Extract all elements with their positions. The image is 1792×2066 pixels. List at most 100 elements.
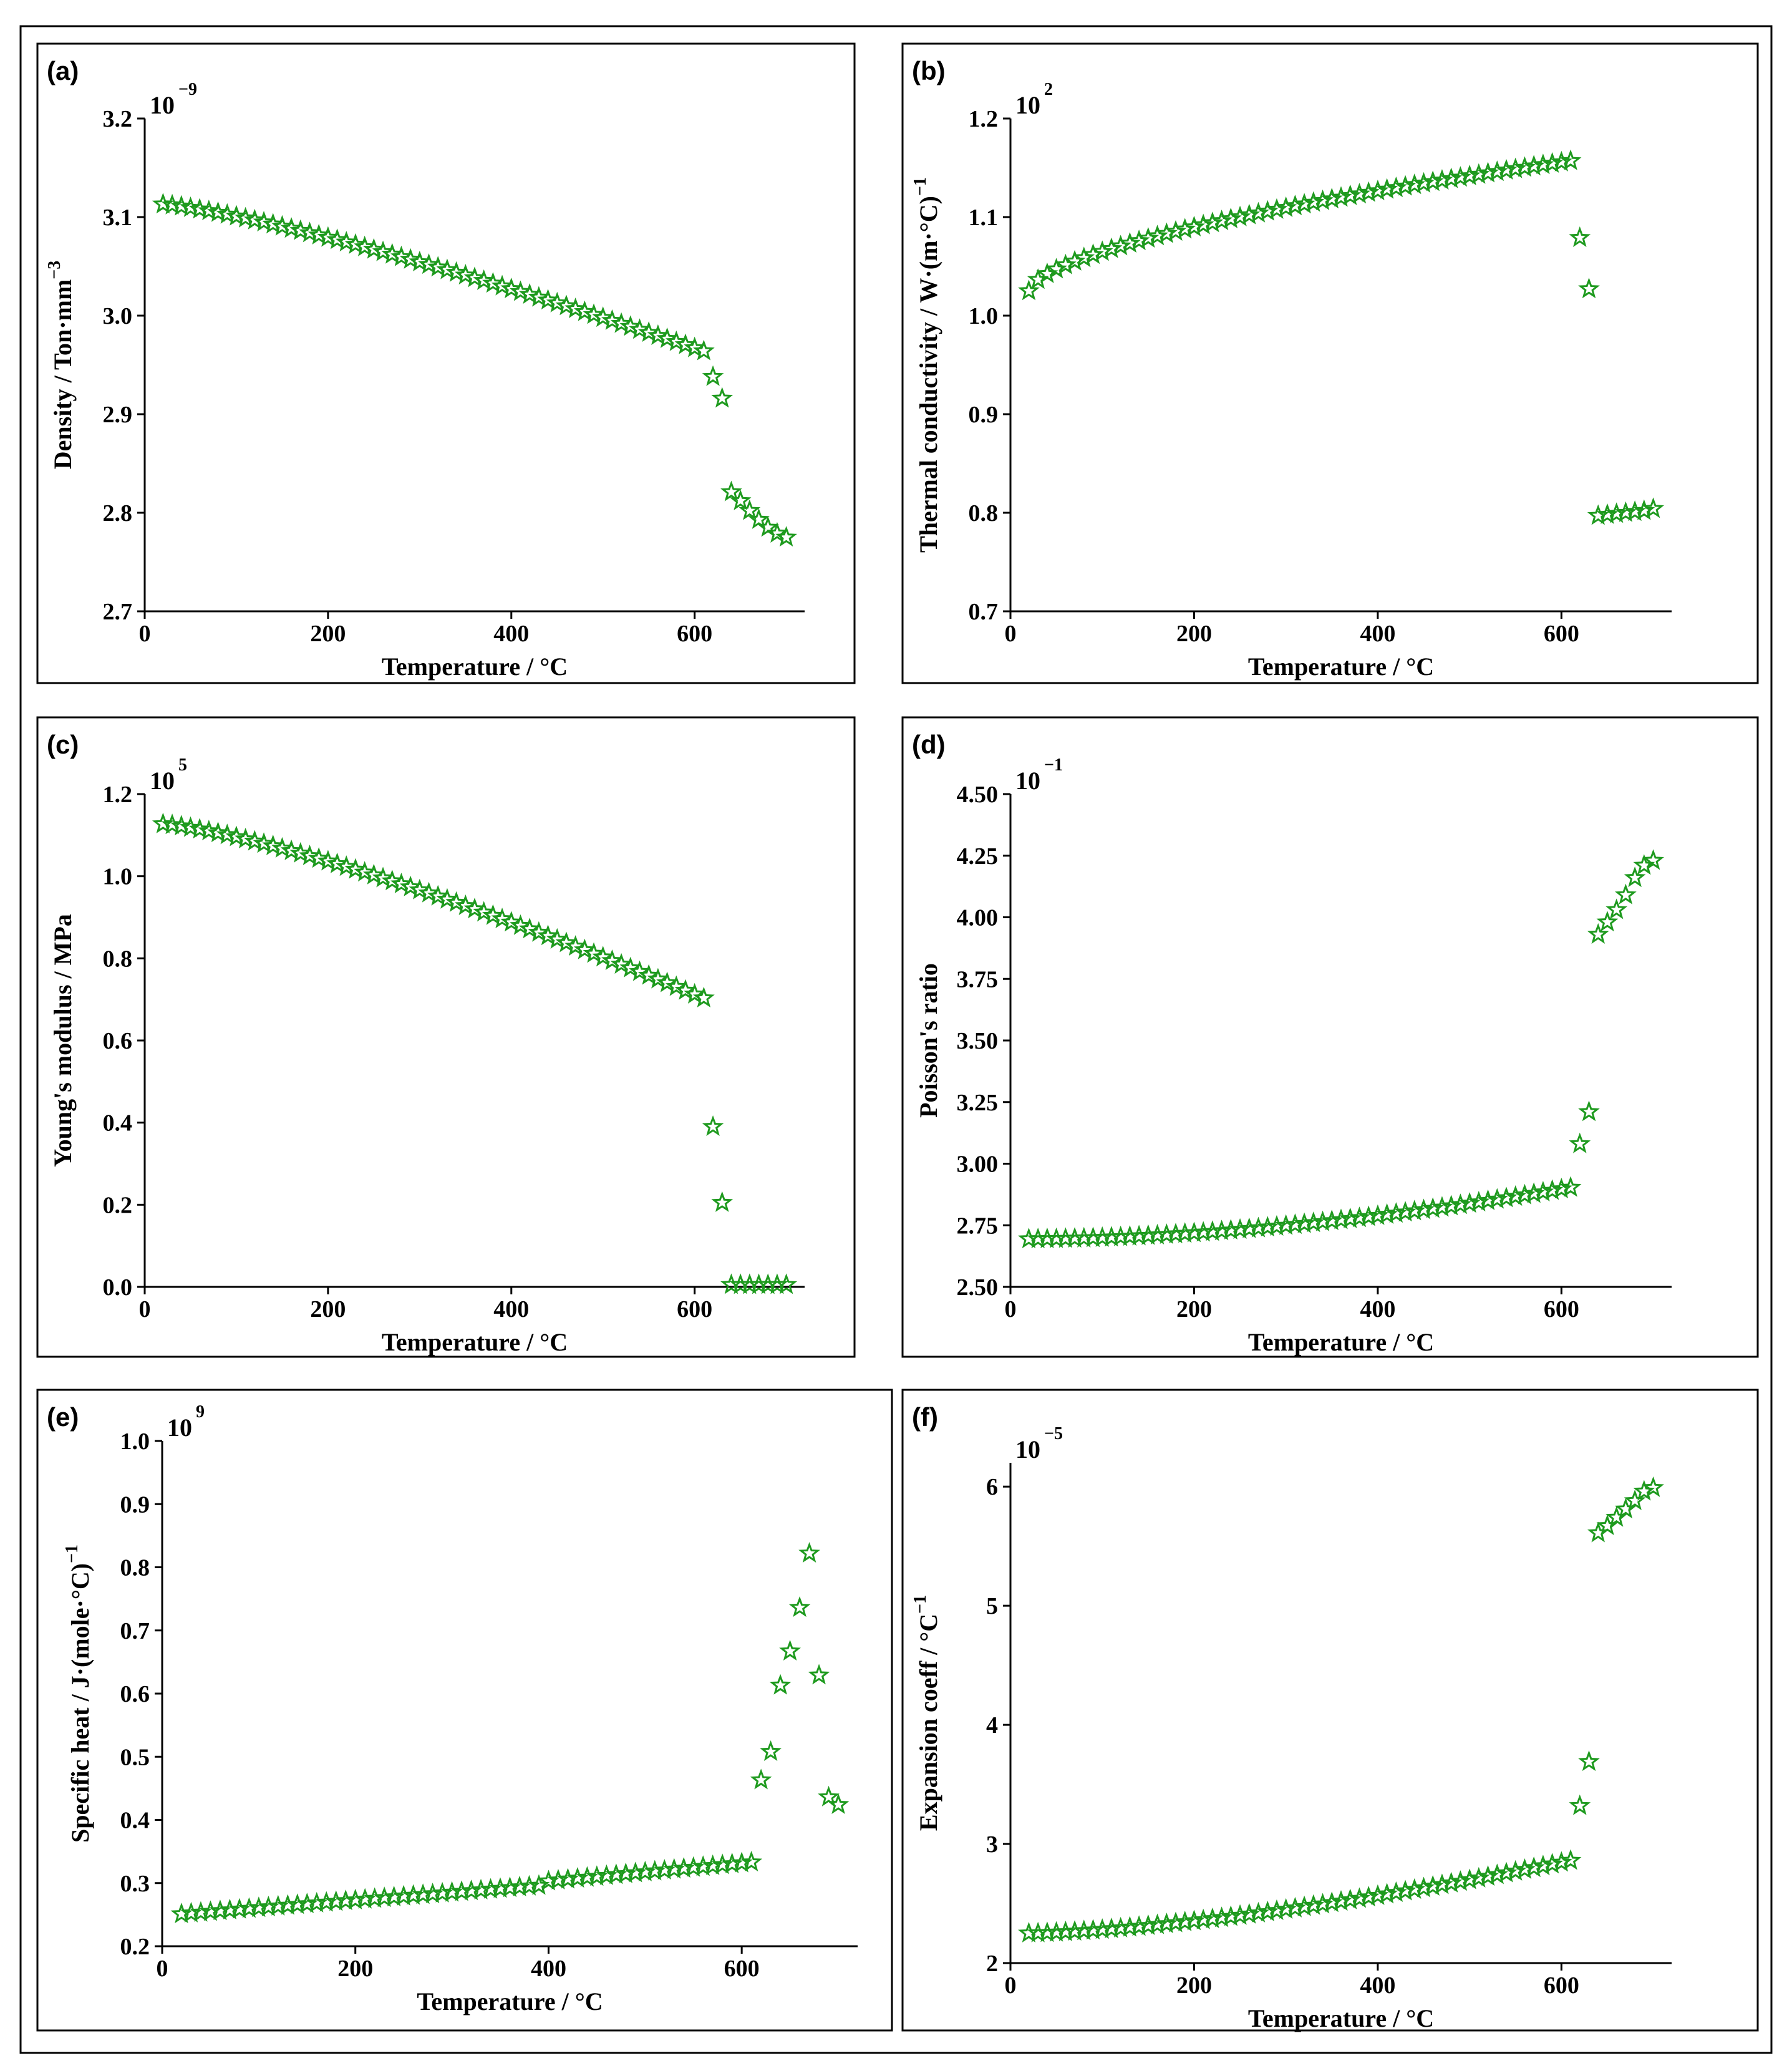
- data-point-star: [1293, 1212, 1315, 1233]
- y-axis-title-superscript: −1: [62, 1545, 82, 1563]
- y-tick-label: 0.9: [120, 1491, 150, 1518]
- data-point-star: [427, 885, 449, 906]
- data-point-star: [180, 196, 201, 217]
- x-tick-label: 600: [1544, 621, 1579, 647]
- data-point-star: [372, 240, 394, 261]
- x-tick-label: 200: [1176, 621, 1212, 647]
- data-point-star: [1284, 195, 1306, 216]
- data-point-star: [1514, 156, 1536, 177]
- data-point-star: [1183, 1909, 1205, 1931]
- data-point-star: [1477, 162, 1499, 183]
- data-point-star: [1027, 268, 1049, 289]
- data-point-star: [1541, 1179, 1564, 1200]
- y-axis-title-text: Thermal conductivity / W·(m·°C): [914, 196, 942, 553]
- x-tick-label: 600: [677, 621, 712, 647]
- data-point-star: [629, 318, 651, 339]
- data-point-star: [605, 1863, 627, 1884]
- data-point-star: [1312, 1893, 1334, 1914]
- data-point-star: [1367, 1884, 1389, 1905]
- data-point-star: [1458, 164, 1481, 186]
- data-point-star: [362, 863, 385, 885]
- data-point-star: [592, 306, 614, 327]
- data-point-star: [1284, 1213, 1306, 1234]
- data-point-star: [1403, 1878, 1426, 1899]
- data-point-star: [1266, 1215, 1288, 1236]
- axis-multiplier-exponent: 5: [178, 755, 187, 775]
- data-point-star: [711, 387, 734, 408]
- data-point-star: [418, 253, 440, 274]
- data-point-star: [1550, 150, 1572, 172]
- data-point-star: [1624, 500, 1646, 521]
- panel-frame: [901, 1389, 1759, 2032]
- axis-multiplier-base: 10: [150, 91, 175, 119]
- data-point-star: [390, 872, 412, 894]
- data-point-star: [1211, 1906, 1233, 1928]
- data-point-star: [1137, 227, 1160, 248]
- data-point-star: [1421, 170, 1444, 192]
- data-point-star: [1385, 1202, 1407, 1223]
- y-tick-label: 3.50: [957, 1028, 999, 1054]
- data-point-star: [482, 904, 504, 925]
- data-point-star: [1394, 175, 1417, 196]
- data-point-star: [1118, 1916, 1141, 1937]
- data-point-star: [454, 894, 477, 916]
- data-point-star: [1532, 153, 1554, 175]
- y-tick-label: 0.0: [103, 1274, 133, 1301]
- x-axis-title: Temperature / °C: [382, 1328, 568, 1356]
- y-axis-title: Thermal conductivity / W·(m·°C)−1: [911, 177, 942, 553]
- axis-multiplier-exponent: −5: [1044, 1424, 1063, 1443]
- data-point-star: [518, 283, 541, 304]
- data-point-star: [818, 1785, 840, 1807]
- x-axis-title: Temperature / °C: [1248, 2004, 1434, 2032]
- x-tick-label: 600: [1544, 1972, 1579, 1999]
- y-tick-label: 4: [986, 1712, 998, 1739]
- y-tick-label: 1.0: [103, 864, 133, 890]
- data-point-star: [1302, 1894, 1325, 1915]
- data-point-star: [362, 238, 385, 259]
- data-point-star: [1468, 1866, 1490, 1888]
- y-tick-label: 3.0: [103, 303, 133, 329]
- data-point-star: [682, 1856, 705, 1877]
- data-point-star: [1541, 152, 1564, 173]
- data-point-star: [1514, 1183, 1536, 1205]
- panel-label: (a): [47, 56, 79, 85]
- data-point-star: [235, 828, 257, 849]
- data-point-star: [491, 274, 513, 296]
- panel-frame: [901, 716, 1759, 1358]
- data-point-star: [1367, 180, 1389, 201]
- data-point-star: [1504, 1185, 1527, 1206]
- y-tick-label: 0.7: [120, 1618, 150, 1644]
- data-point-star: [1376, 1203, 1398, 1224]
- data-point-star: [573, 938, 596, 959]
- y-axis-title: Young's modulus / MPa: [49, 914, 77, 1167]
- data-point-star: [1421, 1197, 1444, 1218]
- x-tick-label: 200: [310, 621, 346, 647]
- y-axis-title-text: Poisson's ratio: [914, 963, 942, 1118]
- data-point-star: [1523, 1856, 1545, 1878]
- data-point-star: [1238, 1903, 1261, 1924]
- data-point-star: [684, 982, 706, 1004]
- y-tick-label: 1.2: [103, 782, 133, 808]
- data-point-star: [808, 1664, 830, 1685]
- data-point-star: [454, 264, 477, 285]
- x-axis-title: Temperature / °C: [1248, 1328, 1434, 1356]
- x-axis-title: Temperature / °C: [1248, 652, 1434, 681]
- data-point-star: [583, 942, 605, 963]
- x-tick-label: 200: [310, 1296, 346, 1322]
- data-point-star: [760, 1740, 782, 1761]
- data-point-star: [1137, 1914, 1160, 1936]
- x-tick-label: 600: [724, 1956, 760, 1982]
- x-tick-label: 600: [1544, 1296, 1579, 1322]
- data-point-star: [1155, 1913, 1178, 1934]
- y-axis-title-superscript: −3: [45, 261, 64, 279]
- data-point-star: [1532, 1855, 1554, 1876]
- data-point-star: [1357, 1886, 1380, 1907]
- x-axis-title: Temperature / °C: [382, 652, 568, 681]
- axis-multiplier-base: 10: [1015, 767, 1040, 795]
- data-point-star: [564, 935, 587, 956]
- data-point-star: [1596, 503, 1619, 524]
- data-point-star: [788, 1596, 811, 1617]
- data-point-star: [1330, 186, 1352, 207]
- data-point-star: [1477, 1865, 1499, 1886]
- panel-frame: [36, 1389, 893, 2032]
